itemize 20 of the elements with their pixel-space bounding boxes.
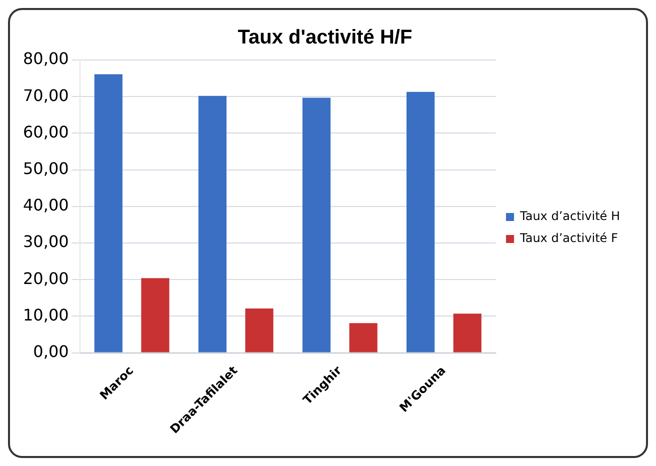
y-tick-label: 50,00 bbox=[22, 158, 69, 178]
legend-label: Taux d’activité H bbox=[519, 209, 620, 224]
legend-label: Taux d’activité F bbox=[519, 231, 618, 246]
bar bbox=[245, 308, 274, 352]
y-tick-label: 10,00 bbox=[22, 305, 69, 324]
bar bbox=[453, 314, 482, 352]
y-tick-label: 20,00 bbox=[22, 268, 69, 288]
y-tick-label: 80,00 bbox=[22, 49, 69, 68]
y-tick-label: 0,00 bbox=[33, 342, 69, 361]
bar bbox=[94, 74, 122, 352]
bar bbox=[406, 92, 435, 352]
y-tick-label: 40,00 bbox=[22, 196, 69, 215]
chart-title: Taux d'activité H/F bbox=[238, 26, 412, 49]
bar bbox=[141, 278, 170, 352]
y-tick-label: 30,00 bbox=[22, 232, 69, 252]
bar bbox=[198, 96, 227, 352]
bar bbox=[349, 323, 378, 352]
bar bbox=[302, 98, 331, 352]
y-tick-label: 60,00 bbox=[22, 122, 69, 142]
y-tick-label: 70,00 bbox=[22, 86, 69, 105]
